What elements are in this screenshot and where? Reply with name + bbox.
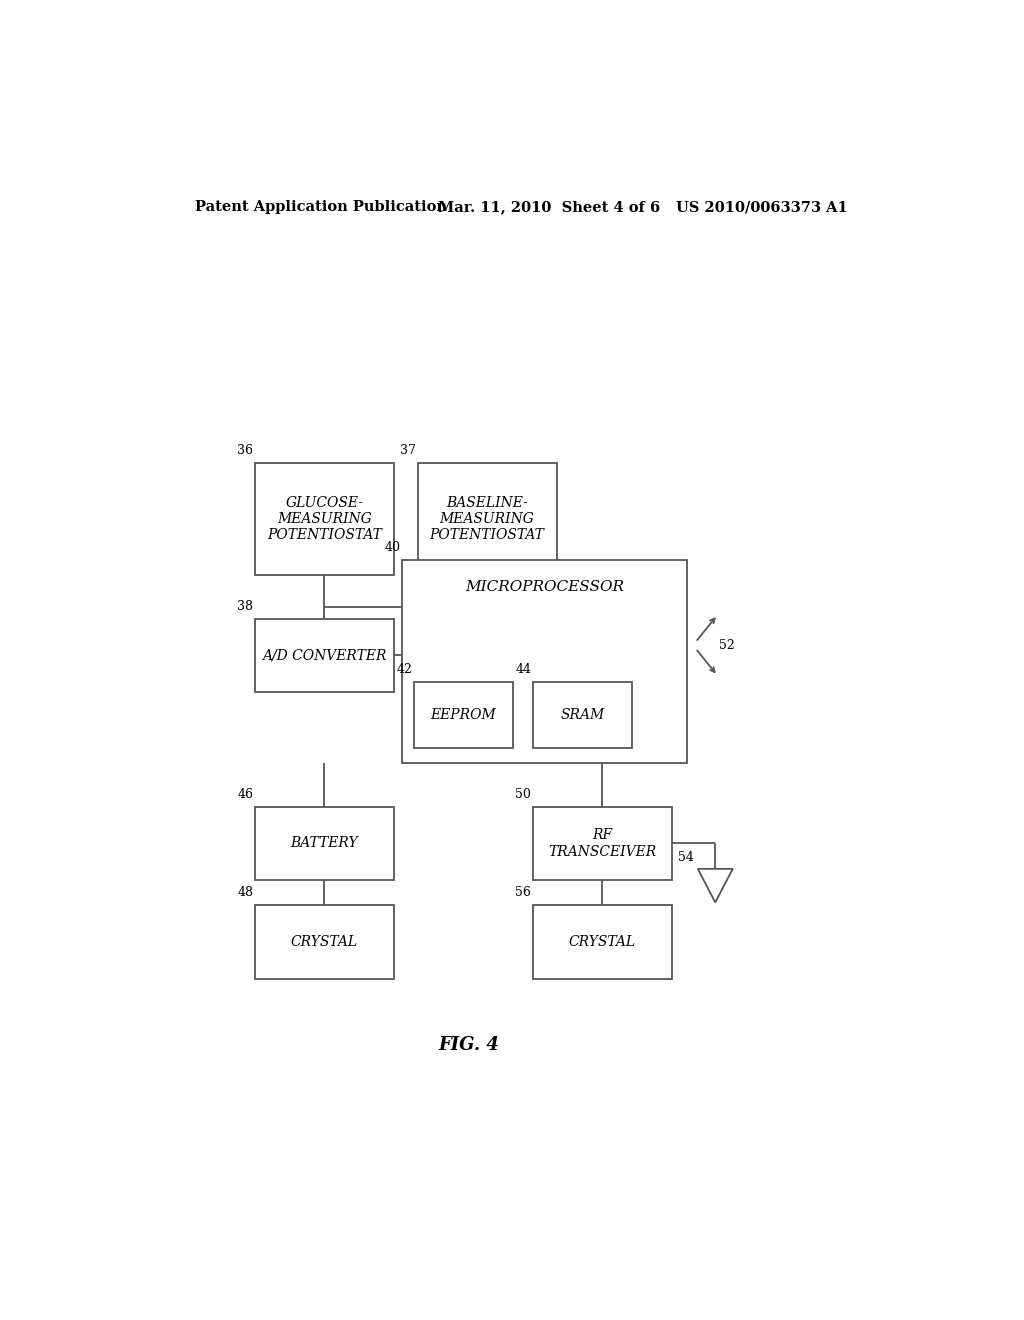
Text: 40: 40 [384, 541, 400, 554]
Bar [532, 906, 672, 978]
Text: 42: 42 [396, 663, 412, 676]
Text: CRYSTAL: CRYSTAL [291, 935, 358, 949]
Text: 48: 48 [238, 886, 253, 899]
Text: 37: 37 [400, 445, 416, 457]
Bar [255, 463, 394, 576]
Text: 50: 50 [515, 788, 531, 801]
Bar [418, 463, 557, 576]
Text: EEPROM: EEPROM [430, 708, 497, 722]
Text: RF
TRANSCEIVER: RF TRANSCEIVER [548, 829, 656, 858]
Text: BASELINE-
MEASURING
POTENTIOSTAT: BASELINE- MEASURING POTENTIOSTAT [430, 496, 545, 543]
Bar [532, 682, 632, 748]
Text: US 2010/0063373 A1: US 2010/0063373 A1 [676, 201, 847, 214]
Bar [255, 619, 394, 692]
Text: SRAM: SRAM [560, 708, 604, 722]
Text: 46: 46 [238, 788, 253, 801]
Bar [255, 906, 394, 978]
Bar [532, 807, 672, 880]
Bar [401, 560, 687, 763]
Text: 36: 36 [238, 445, 253, 457]
Bar [255, 807, 394, 880]
Text: BATTERY: BATTERY [291, 837, 358, 850]
Text: CRYSTAL: CRYSTAL [568, 935, 636, 949]
Text: 52: 52 [719, 639, 735, 652]
Text: 38: 38 [238, 599, 253, 612]
Text: MICROPROCESSOR: MICROPROCESSOR [465, 581, 625, 594]
Text: Mar. 11, 2010  Sheet 4 of 6: Mar. 11, 2010 Sheet 4 of 6 [437, 201, 659, 214]
Text: Patent Application Publication: Patent Application Publication [196, 201, 447, 214]
Text: GLUCOSE-
MEASURING
POTENTIOSTAT: GLUCOSE- MEASURING POTENTIOSTAT [267, 496, 382, 543]
Text: A/D CONVERTER: A/D CONVERTER [262, 648, 387, 663]
Text: 56: 56 [515, 886, 531, 899]
Text: FIG. 4: FIG. 4 [439, 1036, 500, 1053]
Text: 54: 54 [678, 851, 694, 863]
Text: 44: 44 [515, 663, 531, 676]
Bar [414, 682, 513, 748]
